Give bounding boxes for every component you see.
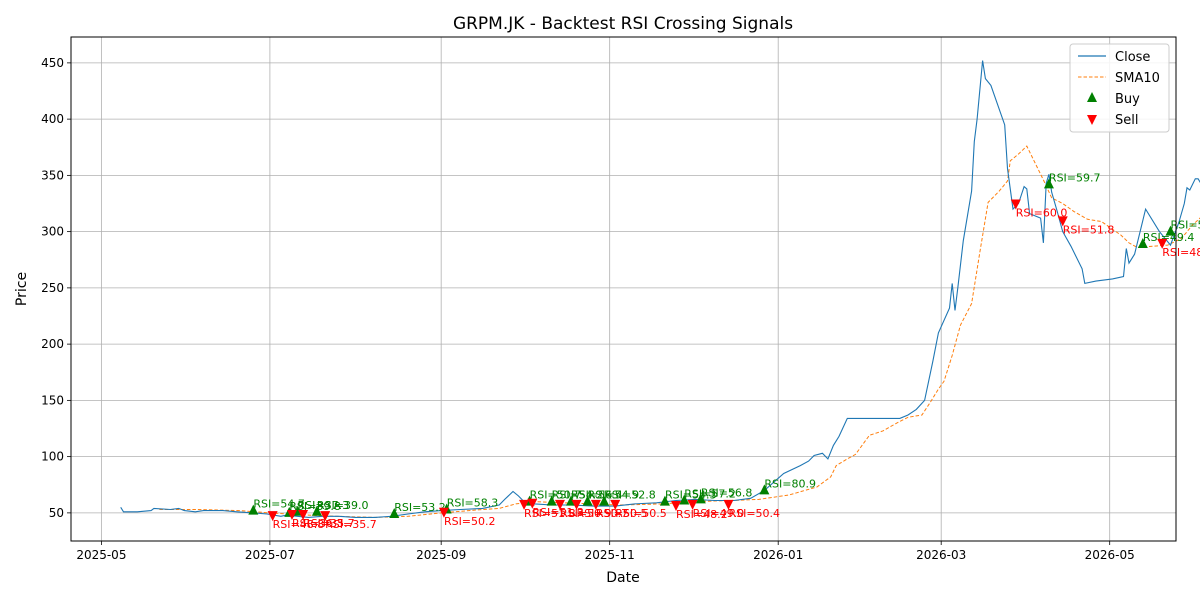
buy-marker bbox=[1165, 225, 1176, 236]
buy-marker bbox=[582, 495, 593, 506]
buy-rsi-label: RSI=80.9 bbox=[764, 477, 816, 490]
x-tick-label: 2025-05 bbox=[76, 548, 126, 562]
buy-marker bbox=[759, 484, 770, 495]
buy-marker bbox=[1137, 238, 1148, 248]
buy-marker bbox=[311, 505, 322, 516]
x-tick-label: 2026-01 bbox=[753, 548, 803, 562]
y-tick-label: 250 bbox=[41, 281, 64, 295]
y-tick-label: 400 bbox=[41, 112, 64, 126]
sell-marker bbox=[687, 499, 698, 510]
y-tick-label: 200 bbox=[41, 337, 64, 351]
sell-marker bbox=[670, 501, 681, 511]
sell-rsi-label: RSI=50.4 bbox=[728, 507, 780, 520]
legend-box bbox=[1069, 43, 1170, 133]
sell-marker bbox=[1057, 216, 1068, 227]
sell-marker bbox=[1010, 199, 1021, 210]
sell-marker bbox=[287, 510, 297, 520]
sell-rsi-label: RSI=49.0 bbox=[693, 507, 745, 520]
buy-rsi-label: RSI=37.3 bbox=[298, 499, 350, 512]
legend-label-sell: Sell bbox=[1115, 113, 1138, 128]
sell-rsi-label: RSI=50.2 bbox=[444, 515, 496, 528]
sell-rsi-label: RSI=48.2 bbox=[676, 508, 728, 521]
buy-marker bbox=[1043, 178, 1054, 189]
sell-marker bbox=[519, 499, 530, 510]
sell-rsi-label: RSI=35.7 bbox=[303, 517, 355, 530]
y-axis-title: Price bbox=[14, 272, 30, 306]
sell-marker bbox=[527, 498, 538, 509]
sell-marker bbox=[723, 499, 734, 510]
buy-marker bbox=[248, 504, 259, 515]
y-tick-label: 350 bbox=[41, 168, 64, 182]
buy-rsi-label: RSI=54.2 bbox=[552, 489, 604, 502]
buy-marker bbox=[679, 494, 690, 505]
x-axis-title: Date bbox=[606, 570, 639, 586]
sell-marker bbox=[610, 499, 621, 510]
buy-rsi-label: RSI=53.2 bbox=[394, 501, 446, 514]
close-line bbox=[120, 60, 1200, 518]
sell-rsi-label: RSI=51.8 bbox=[524, 507, 576, 520]
sell-rsi-label: RSI=50.5 bbox=[596, 507, 648, 520]
buy-marker bbox=[546, 495, 557, 506]
buy-rsi-label: RSI=57.2 bbox=[684, 488, 736, 501]
x-tick-label: 2025-07 bbox=[245, 548, 295, 562]
x-tick-label: 2025-09 bbox=[416, 548, 466, 562]
sell-marker bbox=[298, 510, 309, 520]
legend-label-close: Close bbox=[1115, 50, 1150, 65]
sell-marker bbox=[320, 511, 331, 522]
sell-rsi-label: RSI=51.3 bbox=[532, 506, 584, 519]
sell-rsi-label: RSI=48.7 bbox=[1162, 246, 1200, 259]
sell-rsi-label: RSI=50.5 bbox=[615, 507, 667, 520]
y-tick-label: 150 bbox=[41, 393, 64, 407]
buy-rsi-label: RSI=51.3 bbox=[1170, 219, 1200, 232]
x-tick-label: 2026-05 bbox=[1085, 548, 1135, 562]
buy-marker bbox=[389, 508, 400, 518]
y-tick-label: 450 bbox=[41, 56, 64, 70]
legend-buy-swatch bbox=[1087, 92, 1097, 102]
close-series bbox=[120, 60, 1200, 518]
buy-rsi-label: RSI=39.8 bbox=[289, 500, 341, 513]
y-tick-label: 300 bbox=[41, 225, 64, 239]
legend-sell-swatch bbox=[1087, 115, 1097, 125]
sell-marker bbox=[554, 499, 565, 510]
buy-rsi-label: RSI=56.4 bbox=[571, 489, 623, 502]
buy-rsi-label: RSI=50.7 bbox=[530, 489, 582, 502]
legend: Close SMA10 Buy Sell bbox=[1069, 43, 1170, 133]
sell-marker bbox=[1157, 238, 1168, 249]
chart-title: GRPM.JK - Backtest RSI Crossing Signals bbox=[453, 14, 793, 34]
sell-rsi-label: RSI=35.7 bbox=[325, 518, 377, 531]
buy-rsi-label: RSI=54.3 bbox=[665, 489, 717, 502]
buy-rsi-label: RSI=54.9 bbox=[588, 489, 640, 502]
y-tick-label: 50 bbox=[49, 506, 64, 520]
buy-rsi-label: RSI=49.4 bbox=[1143, 231, 1195, 244]
sell-marker bbox=[590, 499, 601, 510]
buy-rsi-label: RSI=58.3 bbox=[447, 497, 499, 510]
buy-rsi-label: RSI=59.7 bbox=[1049, 171, 1101, 184]
buy-marker bbox=[659, 495, 670, 506]
legend-label-sma10: SMA10 bbox=[1115, 71, 1160, 86]
axis-ticks: 2025-05 2025-07 2025-09 2025-11 2026-01 2026-… bbox=[41, 56, 1135, 562]
legend-label-buy: Buy bbox=[1115, 92, 1140, 107]
sell-rsi-label: RSI=50.7 bbox=[577, 507, 629, 520]
sell-marker bbox=[267, 511, 278, 522]
sell-marker bbox=[438, 507, 449, 518]
plot-frame bbox=[70, 36, 1177, 542]
sell-rsi-label: RSI=48.8 bbox=[273, 518, 325, 531]
buy-rsi-label: RSI=56.8 bbox=[701, 486, 753, 499]
buy-marker bbox=[695, 493, 706, 504]
buy-marker bbox=[599, 495, 610, 506]
buy-rsi-label: RSI=39.0 bbox=[317, 499, 369, 512]
x-tick-label: 2025-11 bbox=[585, 548, 635, 562]
sell-rsi-label: RSI=36.3 bbox=[292, 517, 344, 530]
buy-rsi-label: RSI=54.7 bbox=[253, 498, 305, 511]
sell-rsi-label: RSI=51.8 bbox=[1063, 223, 1115, 236]
x-tick-label: 2026-03 bbox=[916, 548, 966, 562]
sell-marker bbox=[571, 499, 582, 510]
sell-rsi-label: RSI=50.9 bbox=[560, 507, 612, 520]
buy-rsi-label: RSI=52.8 bbox=[604, 489, 656, 502]
sell-rsi-label: RSI=60.0 bbox=[1016, 207, 1068, 220]
y-tick-label: 100 bbox=[41, 450, 64, 464]
